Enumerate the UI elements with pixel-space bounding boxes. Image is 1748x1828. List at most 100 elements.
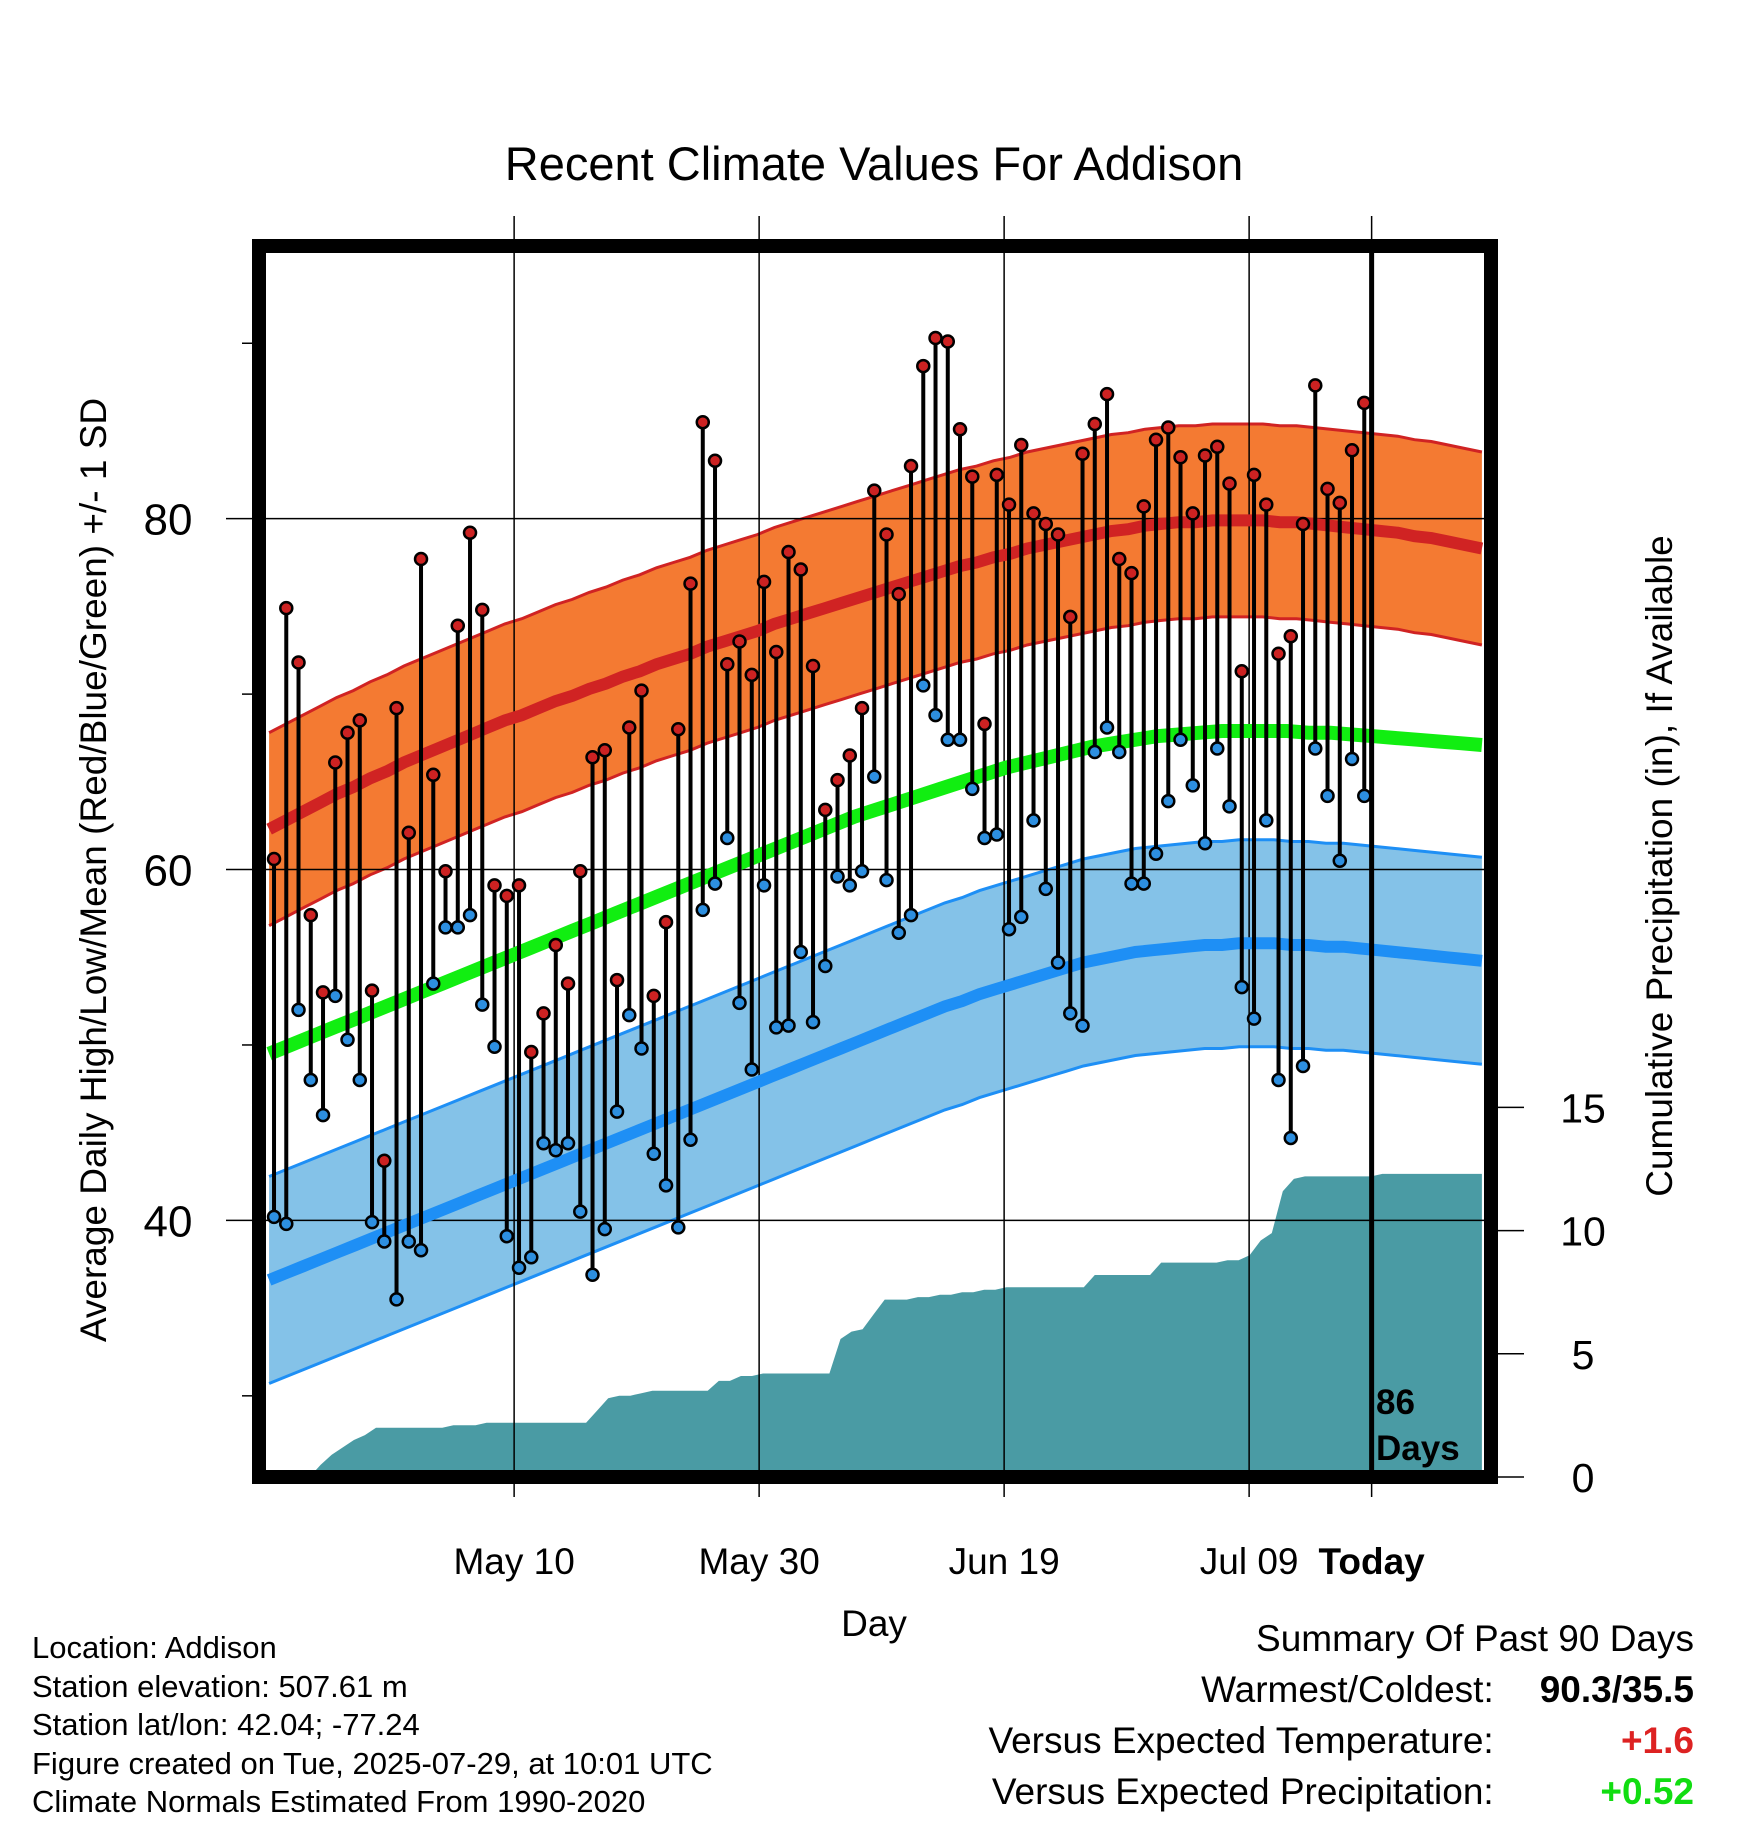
daily-high-point [462, 525, 478, 540]
daily-high-point [1283, 628, 1299, 644]
daily-high-point [622, 720, 637, 735]
y-axis-left-label: Average Daily High/Low/Mean (Red/Blue/Gr… [73, 398, 114, 1342]
daily-high-point [315, 985, 331, 1000]
y-left-tick-label: 80 [144, 496, 193, 545]
daily-low-point [340, 1032, 355, 1047]
daily-low-point [671, 1220, 686, 1235]
daily-high-point [805, 658, 821, 674]
daily-high-point [781, 544, 796, 560]
daily-high-point [1185, 506, 1201, 521]
days-count-label: 86 [1376, 1383, 1415, 1422]
daily-high-point [793, 562, 809, 577]
precip-anomaly-row: Versus Expected Precipitation: +0.52 [988, 1771, 1694, 1822]
temp-anomaly-row: Versus Expected Temperature: +1.6 [988, 1720, 1694, 1771]
axes: May 10 May 30 Jun 19 Jul 09 Today 40 60 80 0 5 10 1… [144, 216, 1606, 1582]
daily-low-point [854, 864, 870, 879]
daily-low-point [916, 678, 931, 693]
daily-high-point [903, 458, 919, 474]
station-info: Location: Addison Station elevation: 507… [32, 1629, 713, 1822]
daily-low-point [1075, 1018, 1090, 1033]
daily-high-point [1246, 467, 1262, 483]
daily-high-point [769, 644, 784, 660]
daily-high-point [1148, 432, 1164, 447]
created-text: Figure created on Tue, 2025-07-29, at 10… [32, 1745, 713, 1781]
daily-high-point [916, 358, 931, 374]
chart-title: Recent Climate Values For Addison [505, 137, 1243, 190]
daily-low-point [867, 769, 882, 784]
daily-high-point [1271, 646, 1286, 662]
precip-area [315, 1173, 1482, 1470]
daily-low-point [266, 1209, 282, 1225]
daily-high-point [891, 586, 907, 602]
daily-low-point [646, 1146, 662, 1161]
daily-high-point [291, 655, 306, 670]
daily-high-point [597, 743, 613, 758]
daily-high-point [1234, 664, 1250, 679]
daily-high-point [854, 700, 870, 716]
daily-high-point [1075, 446, 1090, 462]
y-right-tick-label: 15 [1560, 1085, 1606, 1131]
daily-high-point [609, 972, 625, 988]
daily-high-point [940, 334, 956, 349]
daily-low-point [891, 925, 907, 940]
daily-low-point [756, 878, 772, 893]
daily-high-point [646, 988, 662, 1004]
daily-low-point [805, 1014, 821, 1030]
daily-low-point [707, 876, 723, 891]
daily-high-point [1112, 551, 1127, 567]
daily-high-point [524, 1044, 539, 1060]
daily-high-point [1197, 448, 1213, 463]
daily-low-point [1295, 1058, 1311, 1074]
daily-high-point [1222, 476, 1237, 491]
daily-high-point [560, 976, 576, 991]
precip-anomaly-label: Versus Expected Precipitation: [991, 1771, 1494, 1812]
elevation-text: Station elevation: 507.61 m [32, 1668, 408, 1704]
daily-high-point [499, 888, 515, 904]
daily-low-point [1197, 835, 1213, 851]
daily-high-point [389, 700, 404, 716]
daily-high-point [634, 683, 649, 698]
daily-low-point [989, 827, 1005, 842]
daily-low-point [781, 1018, 796, 1033]
daily-low-point [524, 1249, 539, 1265]
daily-low-point [1357, 788, 1372, 804]
daily-low-point [1320, 788, 1335, 804]
daily-low-point [585, 1267, 600, 1283]
daily-low-point [364, 1214, 380, 1230]
daily-high-point [707, 453, 723, 469]
daily-high-point [977, 716, 992, 732]
daily-high-point [1014, 437, 1029, 453]
x-axis-label: Day [841, 1603, 907, 1644]
daily-low-point [1026, 813, 1041, 828]
daily-low-point [377, 1234, 392, 1249]
daily-high-point [732, 634, 747, 649]
daily-low-point [977, 830, 992, 846]
daily-high-point [1295, 516, 1311, 532]
daily-high-point [695, 414, 711, 430]
temp-anomaly-value: +1.6 [1620, 1720, 1694, 1761]
daily-low-point [1259, 813, 1274, 828]
normal-low-band [269, 839, 1482, 1384]
daily-low-point [952, 732, 968, 747]
daily-low-point [315, 1107, 331, 1123]
x-tick-label: May 10 [453, 1541, 574, 1582]
daily-high-point [658, 914, 674, 930]
daily-high-point [744, 667, 760, 683]
daily-low-point [1210, 741, 1225, 756]
daily-low-point [438, 920, 453, 935]
daily-low-point [279, 1216, 294, 1232]
y-right-tick-label: 0 [1572, 1455, 1595, 1501]
daily-low-point [1063, 1006, 1078, 1021]
daily-high-point [1026, 506, 1041, 521]
temp-anomaly-label: Versus Expected Temperature: [988, 1720, 1494, 1761]
daily-high-point [989, 467, 1005, 483]
daily-low-point [658, 1178, 674, 1193]
daily-low-point [928, 707, 943, 723]
daily-high-point [1099, 386, 1115, 402]
daily-low-point [303, 1072, 319, 1088]
daily-high-point [475, 602, 490, 618]
daily-high-point [952, 421, 968, 437]
daily-high-point [1332, 495, 1348, 511]
daily-high-point [279, 600, 294, 616]
daily-low-point [683, 1132, 698, 1147]
